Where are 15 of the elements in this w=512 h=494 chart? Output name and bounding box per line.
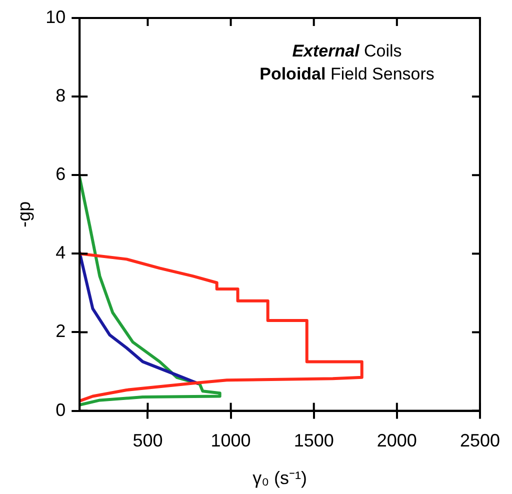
x-tick-label: 2500: [460, 430, 500, 451]
annotation: External Coils: [292, 42, 402, 61]
y-tick-label: 8: [56, 86, 66, 106]
x-tick-label: 1500: [294, 430, 334, 451]
y-tick-label: 0: [56, 400, 66, 420]
x-tick-label: 1000: [210, 430, 251, 451]
x-tick-label: 500: [132, 430, 163, 451]
y-axis-title: -gp: [14, 201, 34, 228]
x-axis-title: γ₀ (s⁻¹): [252, 468, 308, 488]
y-tick-label: 2: [56, 321, 66, 342]
x-tick-label: 2000: [376, 430, 417, 451]
annotation: Poloidal Field Sensors: [260, 64, 434, 84]
y-tick-label: 4: [56, 242, 66, 263]
y-tick-label: 6: [56, 164, 66, 184]
y-tick-label: 10: [46, 6, 66, 27]
